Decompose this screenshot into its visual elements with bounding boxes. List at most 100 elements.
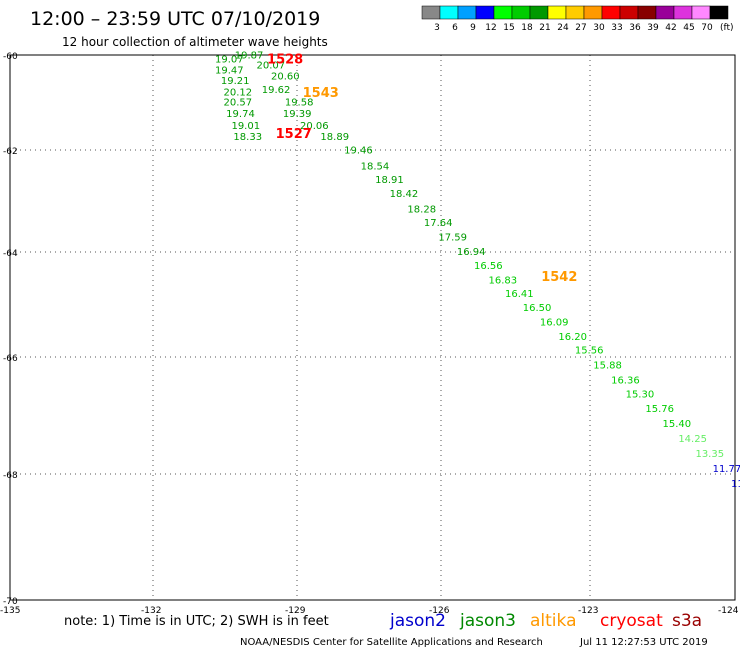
wave-height-label: 17.64: [424, 218, 453, 229]
wave-height-label: 16.94: [457, 247, 486, 258]
footer-note: note: 1) Time is in UTC; 2) SWH is in fe…: [64, 614, 329, 629]
satellite-legend-cryosat: cryosat: [600, 611, 663, 631]
colorbar-label: 12: [485, 23, 496, 33]
satellite-legend-s3a: s3a: [672, 611, 702, 631]
colorbar-swatch: [709, 5, 729, 20]
wave-height-label: 16.09: [540, 317, 569, 328]
wave-height-label: 18.33: [233, 132, 262, 143]
wave-height-label: 18.28: [407, 205, 436, 216]
colorbar-swatch: [547, 5, 567, 20]
colorbar-swatch: [475, 5, 495, 20]
wave-height-label: 15.30: [626, 389, 655, 400]
colorbar-swatch: [511, 5, 531, 20]
wave-height-label: 16.20: [558, 332, 587, 343]
y-tick-label: -60: [3, 52, 18, 62]
wave-height-label: 16.50: [523, 303, 552, 314]
wave-height-label: 20.60: [271, 72, 300, 83]
pass-number-label: 1543: [303, 86, 339, 101]
x-tick-label: -135: [0, 606, 20, 616]
wave-height-label: 20.07: [257, 61, 286, 72]
colorbar-label: 24: [557, 23, 569, 33]
wave-height-label: 19.74: [226, 109, 255, 120]
wave-height-label: 16.83: [489, 275, 518, 286]
colorbar-label: 18: [521, 23, 533, 33]
wave-height-label: 20.57: [224, 98, 253, 109]
wave-height-label: 14.25: [678, 434, 707, 445]
y-tick-label: -70: [3, 597, 18, 607]
wave-height-label: 16.36: [611, 376, 640, 387]
colorbar-unit: (ft): [720, 23, 734, 33]
colorbar-label: 33: [611, 23, 622, 33]
y-tick-label: -68: [3, 471, 18, 481]
satellite-legend-jason3: jason3: [459, 611, 516, 631]
colorbar-label: 36: [629, 23, 641, 33]
colorbar-label: 39: [647, 23, 659, 33]
satellite-legend: jason2 jason3 altika cryosat s3a: [389, 611, 702, 631]
colorbar-legend: 3 6 9 12 15 18 21 24 27 30 33 36 39 42 45 70 (ft): [421, 5, 734, 33]
satellite-legend-altika: altika: [530, 611, 577, 631]
wave-height-label: 19.46: [344, 146, 373, 157]
y-tick-label: -64: [3, 249, 18, 259]
chart-title: 12:00 – 23:59 UTC 07/10/2019: [30, 8, 320, 30]
x-tick-label: -124: [718, 606, 739, 616]
colorbar-swatch: [619, 5, 639, 20]
grid-lines: [10, 55, 735, 600]
wave-height-label: 19.21: [221, 76, 250, 87]
satellite-legend-jason2: jason2: [389, 611, 446, 631]
wave-height-label: 13.35: [695, 449, 724, 460]
wave-height-label: 16.56: [474, 261, 503, 272]
colorbar-label: 15: [503, 23, 514, 33]
colorbar-label: 3: [434, 23, 440, 33]
footer-timestamp: Jul 11 12:27:53 UTC 2019: [579, 637, 708, 648]
axes: -60 -62 -64 -66 -68 -70-135 -132 -129 -126 -123 -1…: [0, 52, 739, 616]
x-tick-label: -126: [429, 606, 450, 616]
x-tick-label: -129: [285, 606, 306, 616]
colorbar-swatch: [673, 5, 693, 20]
wave-height-label: 15.40: [663, 419, 692, 430]
chart-subtitle: 12 hour collection of altimeter wave hei…: [62, 35, 328, 49]
wave-height-label: 17.59: [438, 232, 467, 243]
colorbar-swatch: [457, 5, 477, 20]
y-tick-label: -62: [3, 147, 18, 157]
wave-height-label: 18.91: [375, 175, 404, 186]
wave-height-label: 11.46: [731, 479, 740, 490]
wave-height-label: 19.39: [283, 109, 312, 120]
pass-labels: 152815431527154215411540: [267, 53, 577, 285]
wave-height-label: 19.87: [235, 50, 264, 61]
wave-height-label: 15.88: [593, 360, 622, 371]
y-tick-label: -66: [3, 354, 18, 364]
wave-height-label: 15.76: [645, 404, 674, 415]
wave-height-label: 19.62: [262, 85, 291, 96]
colorbar-swatch: [421, 5, 441, 20]
wave-height-label: 19.47: [215, 66, 244, 77]
footer-credit: NOAA/NESDIS Center for Satellite Applica…: [240, 637, 543, 648]
colorbar-label: 21: [539, 23, 550, 33]
x-tick-label: -123: [578, 606, 598, 616]
colorbar-label: 45: [683, 23, 694, 33]
pass-number-label: 1542: [541, 270, 577, 285]
x-tick-label: -132: [141, 606, 161, 616]
wave-height-label: 18.89: [320, 132, 349, 143]
colorbar-label: 30: [593, 23, 605, 33]
colorbar-swatch: [493, 5, 513, 20]
wave-height-label: 15.56: [575, 346, 604, 357]
colorbar-swatch: [691, 5, 711, 20]
pass-number-label: 1527: [276, 127, 312, 142]
colorbar-swatch: [439, 5, 459, 20]
colorbar-swatch: [637, 5, 657, 20]
colorbar-label: 6: [452, 23, 458, 33]
wave-height-label: 19.01: [231, 121, 260, 132]
colorbar-label: 42: [665, 23, 676, 33]
colorbar-label: 9: [470, 23, 476, 33]
colorbar-label: 27: [575, 23, 586, 33]
wave-height-label: 20.06: [300, 121, 329, 132]
wave-height-label: 18.54: [361, 161, 390, 172]
colorbar-swatch: [583, 5, 603, 20]
wave-height-label: 11.77: [713, 464, 740, 475]
colorbar-label: 70: [701, 23, 713, 33]
wave-height-label: 19.58: [285, 98, 314, 109]
wave-height-label: 20.12: [224, 87, 253, 98]
wave-height-label: 16.41: [505, 289, 534, 300]
